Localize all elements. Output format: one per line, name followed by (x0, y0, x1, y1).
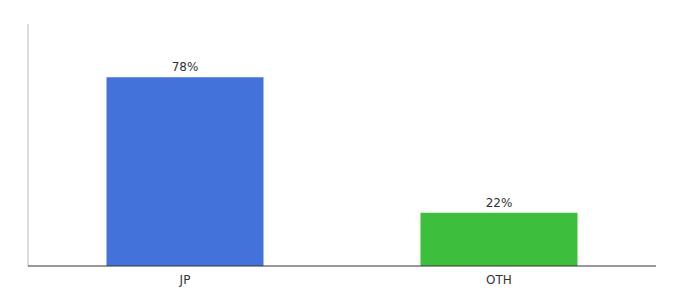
x-tick-label: JP (179, 273, 191, 287)
chart-svg: 78% 22% JP OTH (0, 0, 680, 300)
bar (107, 77, 264, 266)
bar (421, 213, 578, 266)
bars (107, 77, 578, 266)
data-label: 22% (486, 196, 513, 210)
data-label: 78% (172, 60, 199, 74)
y-axis-line (28, 24, 29, 266)
page: {"chart_data": {"type": "bar", "categori… (0, 0, 680, 300)
chart-container: 78% 22% JP OTH (0, 0, 680, 300)
x-axis-line (28, 266, 656, 267)
x-tick-label: OTH (486, 273, 512, 287)
